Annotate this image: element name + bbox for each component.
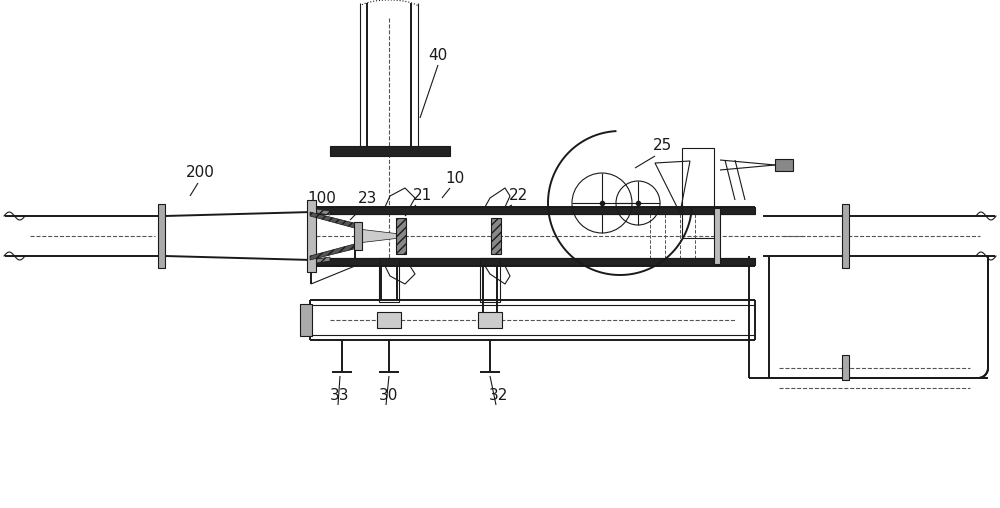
Bar xyxy=(396,218,406,254)
Bar xyxy=(310,258,755,265)
Text: 10: 10 xyxy=(445,171,465,186)
Text: 23: 23 xyxy=(358,191,378,206)
Bar xyxy=(354,222,362,250)
Text: 22: 22 xyxy=(508,188,528,203)
Bar xyxy=(842,355,849,380)
Text: 30: 30 xyxy=(378,388,398,403)
Text: 32: 32 xyxy=(488,388,508,403)
Bar xyxy=(158,204,165,268)
Bar xyxy=(480,258,500,302)
Bar xyxy=(307,200,316,272)
Bar xyxy=(330,146,450,156)
Bar xyxy=(682,148,714,238)
Text: 33: 33 xyxy=(330,388,350,403)
Polygon shape xyxy=(310,257,330,264)
Text: 200: 200 xyxy=(186,165,214,180)
Bar xyxy=(377,312,401,328)
Polygon shape xyxy=(310,208,330,215)
Bar xyxy=(714,208,720,264)
Polygon shape xyxy=(310,243,358,260)
Text: 100: 100 xyxy=(308,191,336,206)
Text: 25: 25 xyxy=(652,138,672,153)
Bar xyxy=(310,207,755,214)
Polygon shape xyxy=(358,229,400,243)
Bar xyxy=(379,258,399,302)
Bar xyxy=(478,312,502,328)
Polygon shape xyxy=(310,212,358,229)
Bar xyxy=(842,204,849,268)
Bar xyxy=(300,304,312,336)
Text: 21: 21 xyxy=(412,188,432,203)
Bar xyxy=(491,218,501,254)
Bar xyxy=(775,159,793,171)
Text: 40: 40 xyxy=(428,48,448,63)
